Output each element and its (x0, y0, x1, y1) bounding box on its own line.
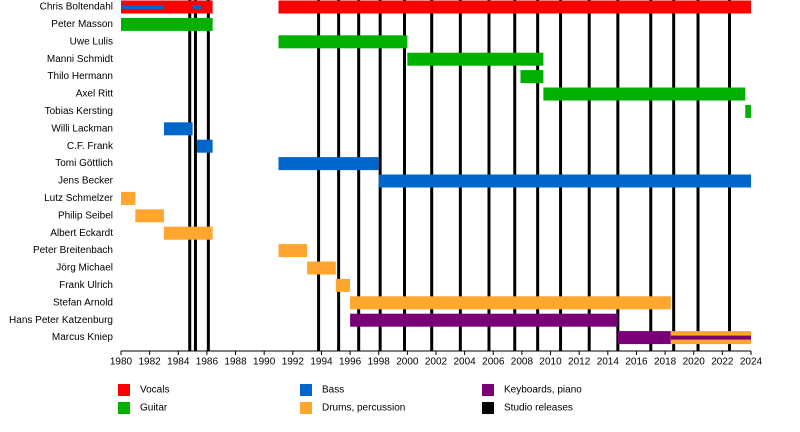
member-bar (350, 296, 671, 310)
legend-label: Studio releases (504, 403, 573, 414)
member-bar (163, 226, 213, 240)
x-tick-label: 1982 (139, 357, 162, 368)
member-name: Lutz Schmelzer (44, 193, 114, 204)
member-name: Willi Lackman (51, 123, 113, 134)
x-tick-label: 1988 (224, 357, 247, 368)
x-tick-label: 2010 (539, 357, 562, 368)
member-name: Hans Peter Katzenburg (9, 315, 113, 326)
x-tick-label: 1986 (196, 357, 219, 368)
member-bar (135, 209, 164, 223)
legend-swatch (118, 402, 130, 414)
member-bar (617, 331, 671, 345)
legend-label: Bass (322, 385, 344, 396)
legend-label: Keyboards, piano (504, 385, 582, 396)
member-bar (278, 157, 379, 171)
member-name: Chris Boltendahl (40, 2, 113, 13)
member-bar (192, 5, 202, 9)
member-bar (350, 313, 618, 327)
member-name: Peter Breitenbach (33, 245, 113, 256)
x-tick-label: 1990 (253, 357, 276, 368)
member-bar (278, 0, 751, 14)
x-tick-label: 2020 (683, 357, 706, 368)
member-bar (745, 104, 751, 118)
member-bar (520, 70, 544, 84)
member-name: Axel Ritt (76, 89, 113, 100)
x-tick-label: 1980 (110, 357, 133, 368)
member-bar (121, 191, 136, 205)
member-bar (278, 35, 408, 49)
x-tick-label: 2000 (396, 357, 419, 368)
member-name: Stefan Arnold (53, 297, 113, 308)
member-bar (670, 335, 751, 340)
member-name: Manni Schmidt (47, 54, 113, 65)
member-bar (163, 122, 193, 136)
x-tick-label: 1994 (310, 357, 333, 368)
member-name: Jörg Michael (56, 263, 113, 274)
member-bar (407, 52, 544, 66)
member-bar (378, 174, 751, 188)
member-name: Frank Ulrich (59, 280, 113, 291)
member-name: Thilo Hermann (47, 71, 113, 82)
x-tick-label: 2002 (425, 357, 448, 368)
legend-label: Guitar (140, 403, 168, 414)
x-tick-label: 2012 (568, 357, 591, 368)
member-bar (121, 0, 213, 14)
member-name: C.F. Frank (67, 141, 114, 152)
x-tick-label: 2018 (654, 357, 677, 368)
member-bar (278, 244, 308, 258)
x-tick-label: 1996 (339, 357, 362, 368)
member-name: Philip Seibel (58, 210, 113, 221)
member-bar (543, 87, 746, 101)
x-tick-label: 2022 (711, 357, 734, 368)
member-name: Tobias Kersting (45, 106, 113, 117)
legend-swatch (300, 402, 312, 414)
member-bar (121, 5, 164, 9)
legend-label: Drums, percussion (322, 403, 405, 414)
member-name: Jens Becker (58, 176, 114, 187)
legend-swatch (482, 384, 494, 396)
member-name: Uwe Lulis (70, 36, 113, 47)
x-tick-label: 2004 (454, 357, 477, 368)
x-tick-label: 2024 (740, 357, 763, 368)
x-tick-label: 2006 (482, 357, 505, 368)
member-bar (196, 139, 213, 153)
x-tick-label: 1992 (282, 357, 305, 368)
legend-label: Vocals (140, 385, 169, 396)
x-tick-label: 2014 (597, 357, 620, 368)
member-name: Marcus Kniep (52, 332, 114, 343)
member-bar (307, 261, 336, 275)
member-name: Peter Masson (51, 19, 113, 30)
member-bar (335, 278, 351, 292)
x-tick-label: 2016 (625, 357, 648, 368)
x-tick-label: 1998 (368, 357, 391, 368)
legend-swatch (118, 384, 130, 396)
member-name: Albert Eckardt (50, 228, 113, 239)
member-bar (121, 17, 213, 31)
x-tick-label: 2008 (511, 357, 534, 368)
legend-swatch (482, 402, 494, 414)
legend-swatch (300, 384, 312, 396)
member-name: Tomi Göttlich (55, 158, 113, 169)
x-tick-label: 1984 (167, 357, 190, 368)
